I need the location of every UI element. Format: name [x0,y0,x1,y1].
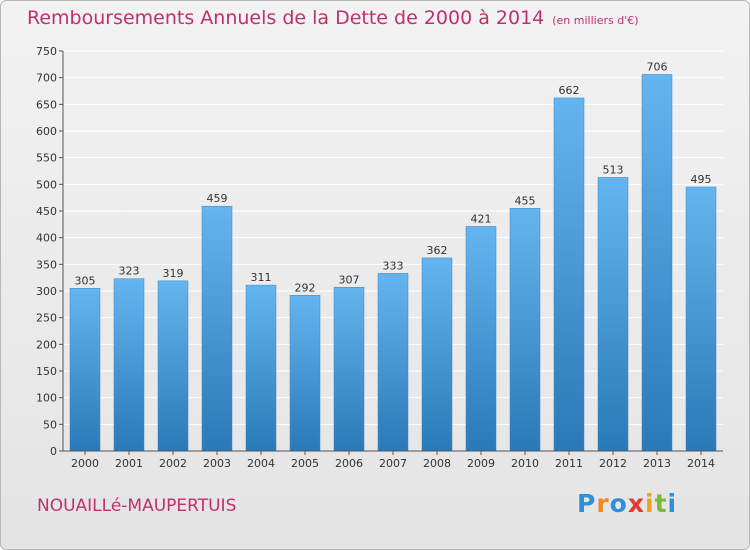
bar-2011 [553,97,585,452]
bar-2007 [377,273,409,452]
chart-title: Remboursements Annuels de la Dette de 20… [27,7,639,29]
x-tick-label-2005: 2005 [291,457,319,470]
bar-2009 [465,226,497,452]
x-tick-label-2014: 2014 [687,457,715,470]
logo-letter: i [667,489,678,518]
bar-2014 [685,186,717,452]
y-tick-label-700: 700 [36,72,57,85]
x-tick-label-2010: 2010 [511,457,539,470]
y-tick-label-400: 400 [36,232,57,245]
bar-2002 [157,280,189,452]
data-label-2009: 421 [471,212,492,225]
data-label-2007: 333 [383,259,404,272]
bar-2003 [201,205,233,452]
bar-2008 [421,257,453,452]
data-label-2012: 513 [603,163,624,176]
x-tick-label-2000: 2000 [71,457,99,470]
data-label-2006: 307 [339,273,360,286]
data-label-2011: 662 [559,84,580,97]
bar-2012 [597,177,629,452]
y-tick-label-300: 300 [36,285,57,298]
data-label-2010: 455 [515,194,536,207]
data-label-2003: 459 [207,192,228,205]
y-tick-label-600: 600 [36,125,57,138]
y-tick-label-50: 50 [43,418,57,431]
x-tick-label-2013: 2013 [643,457,671,470]
x-tick-label-2004: 2004 [247,457,275,470]
data-label-2008: 362 [427,244,448,257]
y-tick-label-200: 200 [36,338,57,351]
y-tick-label-550: 550 [36,152,57,165]
data-label-2005: 292 [295,281,316,294]
y-tick-label-250: 250 [36,312,57,325]
bar-2000 [69,288,101,452]
x-tick-label-2007: 2007 [379,457,407,470]
x-tick-label-2006: 2006 [335,457,363,470]
x-tick-label-2002: 2002 [159,457,187,470]
logo-letter: i [645,489,655,518]
logo-letter: x [627,489,645,518]
x-tick-label-2012: 2012 [599,457,627,470]
y-tick-label-750: 750 [36,45,57,58]
logo-letter: P [577,489,597,518]
logo-letter: t [654,489,668,518]
bar-2001 [113,278,145,452]
x-tick-label-2008: 2008 [423,457,451,470]
logo-letter: r [596,489,610,518]
y-tick-label-650: 650 [36,98,57,111]
proxiti-logo: Proxiti [577,489,677,518]
x-tick-label-2003: 2003 [203,457,231,470]
y-tick-label-350: 350 [36,258,57,271]
bar-2006 [333,287,365,452]
data-label-2002: 319 [163,267,184,280]
x-tick-label-2009: 2009 [467,457,495,470]
bar-2010 [509,208,541,452]
data-label-2001: 323 [119,265,140,278]
y-tick-label-0: 0 [50,445,57,458]
data-label-2013: 706 [647,60,668,73]
bar-2004 [245,284,277,452]
data-label-2004: 311 [251,271,272,284]
y-tick-label-450: 450 [36,205,57,218]
chart-title-unit: (en milliers d'€) [552,14,639,27]
logo-letter: o [609,489,628,518]
chart-title-main: Remboursements Annuels de la Dette de 20… [27,7,545,29]
x-tick-label-2001: 2001 [115,457,143,470]
bar-2013 [641,74,673,452]
data-label-2014: 495 [691,173,712,186]
y-tick-label-100: 100 [36,392,57,405]
data-label-2000: 305 [75,274,96,287]
y-tick-label-500: 500 [36,178,57,191]
x-tick-label-2011: 2011 [555,457,583,470]
commune-name: NOUAILLé-MAUPERTUIS [37,496,237,516]
y-tick-label-150: 150 [36,365,57,378]
bar-2005 [289,295,321,452]
